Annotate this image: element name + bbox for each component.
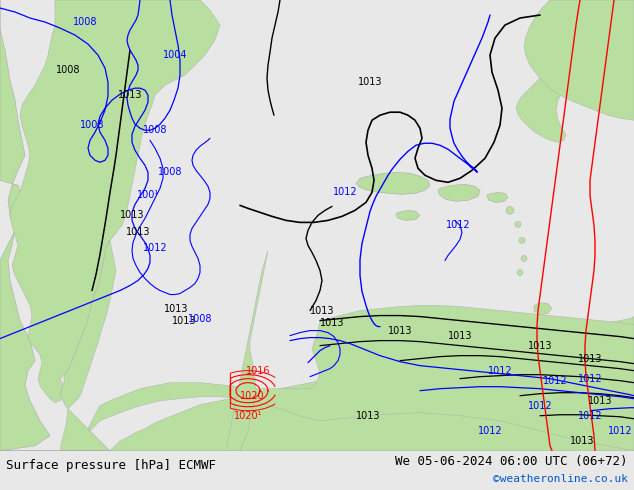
Text: 1012: 1012: [488, 366, 512, 376]
Text: 1013: 1013: [527, 341, 552, 351]
Text: 1013: 1013: [118, 90, 142, 100]
Text: We 05-06-2024 06:00 UTC (06+72): We 05-06-2024 06:00 UTC (06+72): [395, 455, 628, 468]
Text: 1012: 1012: [578, 374, 602, 384]
Text: 1013: 1013: [164, 303, 188, 314]
Text: 1013: 1013: [310, 306, 334, 316]
Text: Surface pressure [hPa] ECMWF: Surface pressure [hPa] ECMWF: [6, 459, 216, 472]
Circle shape: [506, 206, 514, 215]
Text: ©weatheronline.co.uk: ©weatheronline.co.uk: [493, 474, 628, 484]
Text: 1008: 1008: [158, 167, 182, 177]
Text: 1013: 1013: [126, 227, 150, 238]
Text: 1004: 1004: [163, 50, 187, 60]
Circle shape: [521, 255, 527, 262]
Text: 100¹: 100¹: [137, 190, 159, 200]
Text: 1008: 1008: [188, 314, 212, 323]
Text: 1008: 1008: [73, 17, 97, 27]
Text: 1020¹: 1020¹: [234, 411, 262, 421]
Polygon shape: [396, 210, 420, 221]
Text: 1012: 1012: [446, 220, 470, 230]
Text: 1013: 1013: [578, 354, 602, 364]
Polygon shape: [356, 172, 430, 195]
Text: 1013: 1013: [448, 331, 472, 341]
Text: 1012: 1012: [477, 426, 502, 436]
Text: 1013: 1013: [356, 411, 380, 421]
Text: 1008: 1008: [80, 120, 104, 130]
Polygon shape: [487, 193, 508, 202]
Polygon shape: [226, 250, 268, 451]
Circle shape: [515, 221, 521, 227]
Polygon shape: [0, 317, 634, 451]
Polygon shape: [88, 306, 634, 451]
Text: 1020: 1020: [240, 391, 264, 401]
Text: 1008: 1008: [56, 65, 81, 75]
Text: 1012: 1012: [607, 426, 632, 436]
Text: 1013: 1013: [172, 316, 197, 325]
Text: 1012: 1012: [527, 401, 552, 411]
Text: 1012: 1012: [543, 376, 567, 386]
Polygon shape: [524, 0, 634, 120]
Text: 1013: 1013: [388, 325, 412, 336]
Text: 1013: 1013: [320, 318, 344, 328]
Text: 1012: 1012: [333, 187, 358, 197]
Text: 1013: 1013: [588, 396, 612, 406]
Polygon shape: [516, 0, 612, 142]
Polygon shape: [60, 409, 110, 451]
Text: 1012: 1012: [578, 411, 602, 421]
Polygon shape: [0, 0, 50, 451]
Circle shape: [517, 270, 523, 275]
Text: 1013: 1013: [120, 210, 145, 221]
Circle shape: [519, 238, 525, 244]
Polygon shape: [60, 241, 116, 409]
Text: 1016: 1016: [246, 366, 270, 376]
Text: 1012: 1012: [143, 244, 167, 253]
Text: 1013: 1013: [358, 77, 382, 87]
Polygon shape: [10, 0, 220, 403]
Text: 1008: 1008: [143, 125, 167, 135]
Text: 1013: 1013: [570, 436, 594, 446]
Polygon shape: [438, 184, 480, 201]
Polygon shape: [534, 302, 552, 315]
